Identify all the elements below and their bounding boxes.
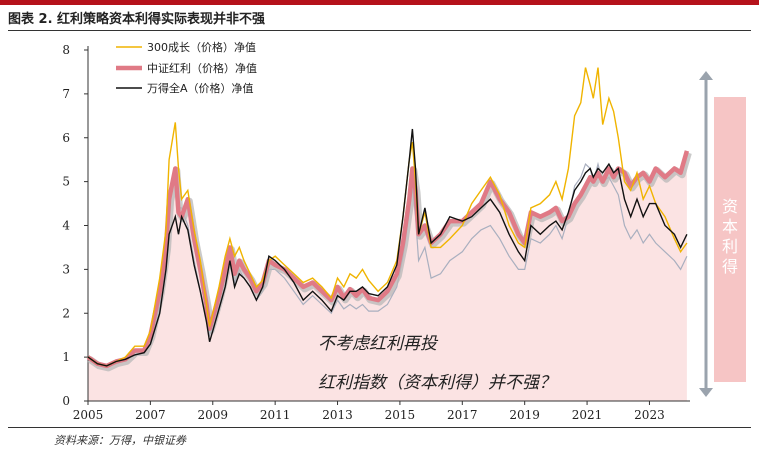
annotation-layer: 不考虑红利再投 红利指数（资本利得）并不强？ <box>318 334 556 393</box>
y-tick-label: 3 <box>62 262 70 276</box>
top-accent-bar <box>0 0 759 5</box>
y-tick-label: 8 <box>62 43 70 57</box>
range-arrow-head-down <box>699 388 713 397</box>
series-layer <box>86 67 692 372</box>
series-line-wind-all-a <box>87 128 688 367</box>
title-divider <box>8 30 751 31</box>
series-line-dividend <box>86 150 690 369</box>
x-tick-label: 2005 <box>73 408 104 422</box>
axes-layer: 0 1 2 3 4 5 6 7 8 2005 2007 2009 2011 2013 2015 2017 201… <box>62 43 690 422</box>
series-line-csi300-growth <box>87 67 688 367</box>
capital-gain-char: 得 <box>722 257 738 276</box>
capital-gain-side-panel: 资本利得 <box>699 71 746 397</box>
x-tick-label: 2009 <box>197 408 228 422</box>
capital-gain-box <box>714 97 746 382</box>
y-tick-label: 2 <box>62 306 70 320</box>
x-tick-label: 2023 <box>634 408 665 422</box>
y-tick-label: 7 <box>62 87 70 101</box>
range-arrow-head-up <box>699 71 713 80</box>
y-tick-label: 4 <box>62 219 70 233</box>
y-tick-label: 5 <box>62 175 70 189</box>
legend-entry-dividend-label: 中证红利（价格）净值 <box>147 61 257 75</box>
y-tick-label: 1 <box>62 350 70 364</box>
bottom-divider <box>8 427 751 428</box>
legend-entry-csi300-growth-label: 300成长（价格）净值 <box>147 40 256 54</box>
figure-title: 图表 2. 红利策略资本利得实际表现并非不强 <box>8 12 266 27</box>
x-tick-label: 2013 <box>322 408 353 422</box>
capital-gain-char: 资 <box>722 197 738 216</box>
x-tick-label: 2015 <box>385 408 416 422</box>
capital-gain-char: 本 <box>722 217 738 236</box>
legend-entry-wind-all-a-label: 万得全A（价格）净值 <box>147 81 254 95</box>
annotation-line-1: 不考虑红利再投 <box>318 334 439 354</box>
x-tick-label: 2019 <box>509 408 540 422</box>
source-note: 资料来源：万得，中银证券 <box>54 434 186 447</box>
dividend-area-fill <box>88 150 687 401</box>
x-tick-label: 2011 <box>260 408 291 422</box>
annotation-line-2: 红利指数（资本利得）并不强？ <box>318 373 556 393</box>
capital-gain-char: 利 <box>722 237 738 256</box>
area-layer <box>88 150 687 401</box>
x-tick-label: 2021 <box>572 408 603 422</box>
y-tick-label: 6 <box>62 131 70 145</box>
y-tick-label: 0 <box>62 394 70 408</box>
x-tick-label: 2017 <box>447 408 478 422</box>
x-tick-label: 2007 <box>135 408 166 422</box>
